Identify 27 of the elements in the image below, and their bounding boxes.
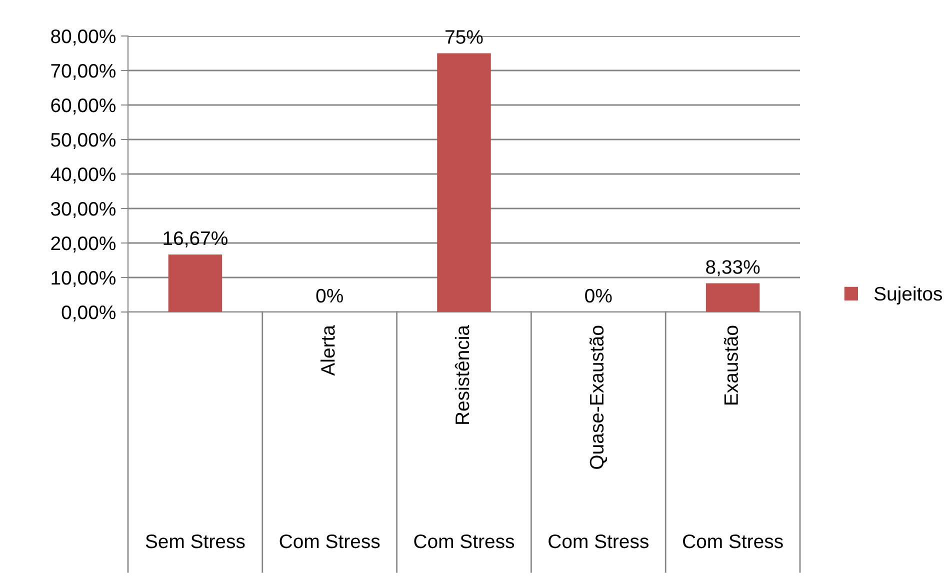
y-tick-label: 70,00%	[51, 64, 116, 80]
x-tick-label: Resistência	[454, 324, 470, 424]
x-tick-label: Exaustão	[724, 326, 738, 404]
data-label: 75%	[446, 30, 483, 44]
text: Com Stress	[548, 534, 648, 548]
bar	[706, 283, 760, 312]
text: Sem Stress	[146, 534, 245, 548]
bar	[437, 53, 491, 312]
text: Com Stress	[683, 534, 783, 548]
text: Com Stress	[280, 534, 380, 548]
y-tick-label: 10,00%	[52, 270, 116, 288]
data-label: 0%	[316, 288, 343, 303]
y-tick-label: 60,00%	[51, 98, 116, 115]
x-tick-label: Alerta	[320, 325, 335, 376]
data-label: 0%	[585, 288, 612, 303]
y-tick-label: 0,00%	[62, 305, 116, 322]
y-tick-label: 40,00%	[50, 167, 116, 184]
x-tick-label: Quase-Exaustão	[589, 326, 608, 469]
y-tick-label: 30,00%	[50, 202, 116, 218]
y-tick-label: 20,00%	[51, 236, 116, 253]
text: Com Stress	[414, 534, 514, 548]
legend-label: Sujeitos	[874, 286, 942, 305]
data-label: 8,33%	[706, 260, 760, 276]
y-tick-label: 80,00%	[51, 29, 116, 46]
y-tick-label: 50,00%	[51, 132, 116, 150]
data-label: 16,67%	[164, 231, 228, 248]
bar	[168, 254, 222, 312]
